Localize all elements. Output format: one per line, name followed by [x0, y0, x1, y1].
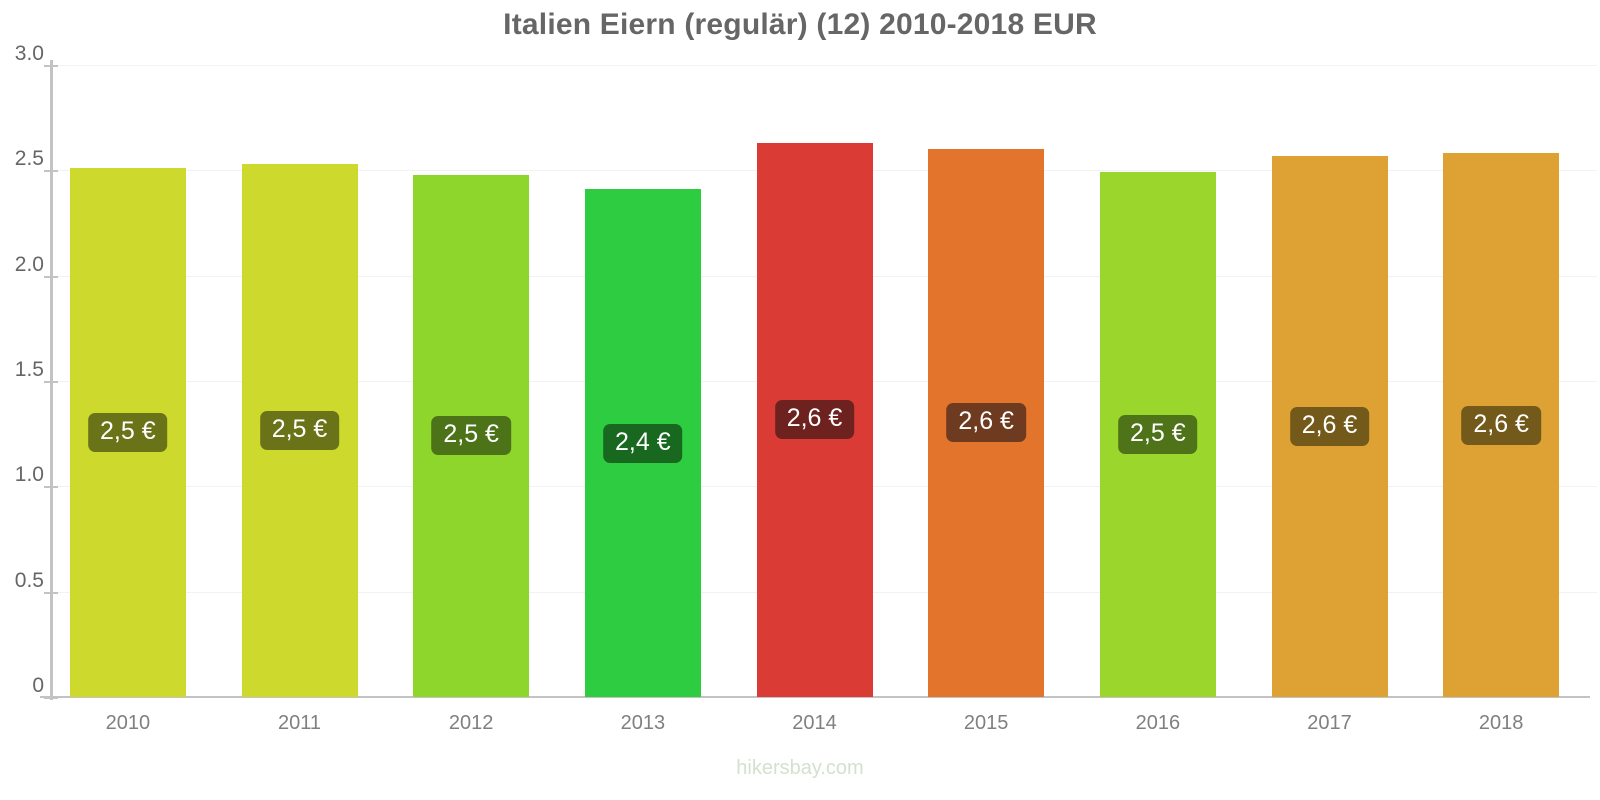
bar[interactable]: 2,6 € — [1271, 155, 1388, 697]
y-tick-mark — [44, 591, 58, 594]
y-tick-label: 2.5 — [14, 147, 44, 171]
x-tick-label: 2013 — [620, 712, 666, 734]
y-tick-label: 0 — [32, 674, 44, 697]
bar-slot: 2,4 € — [584, 65, 701, 697]
x-tick-label: 2015 — [963, 712, 1009, 734]
bar-slot: 2,5 € — [69, 65, 186, 697]
bar[interactable]: 2,5 € — [413, 174, 530, 697]
bar-slot: 2,5 € — [1099, 65, 1216, 697]
watermark: hikersbay.com — [736, 757, 864, 779]
y-tick-mark — [44, 381, 58, 383]
bar-value-label: 2,5 € — [259, 410, 340, 450]
x-tick-label: 2014 — [792, 712, 837, 734]
bar-slot: 2,6 € — [756, 65, 873, 697]
bar[interactable]: 2,4 € — [584, 189, 701, 697]
y-tick-label: 1.0 — [14, 463, 44, 487]
bar-value-label: 2,4 € — [603, 423, 683, 463]
y-tick-mark — [44, 697, 58, 699]
y-tick-label: 3.0 — [14, 42, 44, 65]
bar-slot: 2,6 € — [928, 65, 1045, 697]
gridline — [52, 65, 1597, 66]
y-tick-mark — [44, 170, 58, 173]
plot-area: 2,5 € 2,5 € 2,5 € 2,4 € 2,6 € 2,6 € 2,5 € 2,6 €… — [52, 65, 1597, 697]
bar-value-label: 2,6 € — [946, 403, 1026, 443]
x-tick-label: 2016 — [1135, 712, 1181, 734]
bar-value-label: 2,5 € — [88, 412, 168, 452]
bar-slot: 2,5 € — [241, 65, 358, 697]
bar-slot: 2,5 € — [413, 65, 530, 697]
y-tick-mark — [44, 275, 58, 278]
y-tick-mark — [44, 486, 58, 489]
page-title: Italien Eiern (regulär) (12) 2010-2018 E… — [503, 8, 1097, 41]
x-tick-label: 2011 — [277, 712, 321, 734]
bar-value-label: 2,5 € — [431, 416, 511, 456]
bar[interactable]: 2,6 € — [928, 149, 1045, 697]
bar-series: 2,5 € 2,5 € 2,5 € 2,4 € 2,6 € 2,6 € 2,5 € 2,6 €… — [52, 65, 1597, 697]
bar-value-label: 2,5 € — [1118, 415, 1198, 455]
y-tick-label: 2.0 — [14, 252, 44, 276]
x-axis-line — [40, 696, 1590, 698]
bar-slot: 2,6 € — [1443, 65, 1560, 697]
bar[interactable]: 2,6 € — [1443, 153, 1560, 697]
bar[interactable]: 2,5 € — [69, 168, 186, 697]
x-tick-label: 2018 — [1478, 712, 1524, 734]
x-tick-label: 2012 — [448, 712, 494, 734]
y-tick-label: 0.5 — [14, 568, 44, 592]
y-axis-line — [50, 60, 53, 700]
bar[interactable]: 2,5 € — [1099, 172, 1216, 697]
bar-slot: 2,6 € — [1271, 65, 1388, 697]
x-tick-label: 2017 — [1307, 712, 1352, 734]
y-tick-label: 1.5 — [14, 358, 44, 381]
bar-value-label: 2,6 € — [1461, 405, 1541, 445]
bar[interactable]: 2,5 € — [241, 164, 358, 697]
bar[interactable]: 2,6 € — [756, 142, 873, 697]
y-tick-mark — [44, 65, 58, 67]
bar-value-label: 2,6 € — [774, 400, 855, 440]
x-tick-label: 2010 — [105, 712, 151, 734]
bar-value-label: 2,6 € — [1289, 406, 1370, 446]
